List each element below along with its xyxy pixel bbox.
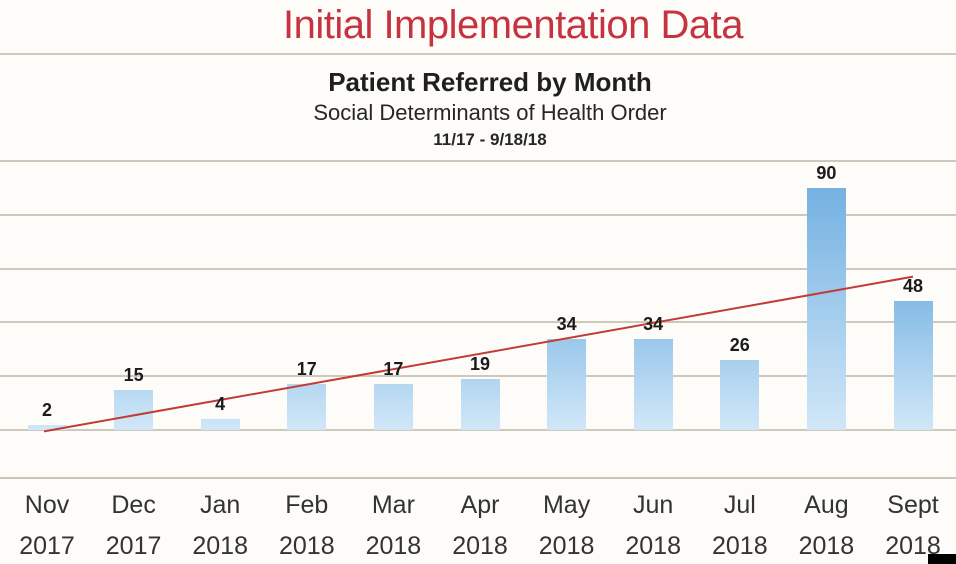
x-axis-month-label: Dec	[111, 491, 156, 519]
x-axis-month-label: Aug	[804, 491, 849, 519]
x-axis-year-label: 2018	[192, 532, 248, 560]
corner-mark	[928, 554, 956, 564]
chart-title: Patient Referred by Month	[328, 67, 652, 97]
bar-mar	[373, 384, 413, 430]
x-axis-month-label: Jan	[200, 491, 241, 519]
x-axis-month-label: Sept	[887, 491, 939, 519]
bar-value-label: 26	[729, 335, 750, 356]
bar-feb	[287, 384, 327, 430]
bar-value-label: 90	[816, 162, 837, 183]
bar-value-label: 34	[556, 313, 577, 334]
x-axis-year-label: 2018	[625, 532, 681, 560]
chart-subtitle: Social Determinants of Health Order	[313, 100, 667, 125]
bar-value-label: 15	[123, 364, 144, 385]
x-axis-month-label: Jun	[633, 491, 674, 519]
bar-value-label: 17	[296, 359, 317, 380]
x-axis-year-label: 2018	[538, 532, 595, 560]
chart-header: Patient Referred by Month Social Determi…	[12, 66, 956, 152]
bar-apr	[460, 378, 500, 430]
bar-value-label: 17	[383, 359, 404, 380]
bar-value-label: 34	[643, 313, 664, 334]
x-axis-year-label: 2017	[105, 532, 162, 560]
bar-value-label: 2	[41, 399, 52, 420]
gridline	[0, 268, 956, 270]
gridline	[0, 160, 956, 162]
bar-jan	[200, 419, 240, 430]
bar-value-label: 48	[902, 275, 924, 296]
bar-dec	[114, 389, 154, 430]
gridline	[0, 214, 956, 216]
x-axis-month-label: Nov	[24, 491, 70, 519]
page-title: Initial Implementation Data	[282, 3, 744, 47]
x-axis-month-label: Apr	[460, 491, 500, 519]
x-axis-year-label: 2018	[365, 532, 422, 560]
x-axis-month-label: Feb	[285, 491, 329, 519]
x-axis-month-label: Jul	[723, 491, 756, 519]
bar-value-label: 4	[215, 394, 226, 415]
chart-date-range: 11/17 - 9/18/18	[433, 130, 547, 149]
x-axis-year-label: 2018	[798, 532, 855, 560]
bar-jul	[720, 360, 760, 430]
x-axis-month-label: May	[542, 491, 591, 519]
x-axis-year-label: 2017	[19, 532, 75, 560]
x-axis-line	[0, 477, 956, 479]
bar-sept	[893, 300, 933, 430]
bar-aug	[806, 187, 846, 430]
x-axis-year-label: 2018	[711, 532, 768, 560]
title-divider	[0, 53, 956, 55]
bar-jun	[633, 338, 673, 430]
x-axis-year-label: 2018	[278, 532, 335, 560]
x-axis-year-label: 2018	[452, 532, 508, 560]
x-axis-month-label: Mar	[371, 491, 415, 519]
bar-value-label: 19	[469, 353, 491, 374]
bar-may	[547, 338, 587, 430]
bar-nov	[27, 424, 67, 430]
